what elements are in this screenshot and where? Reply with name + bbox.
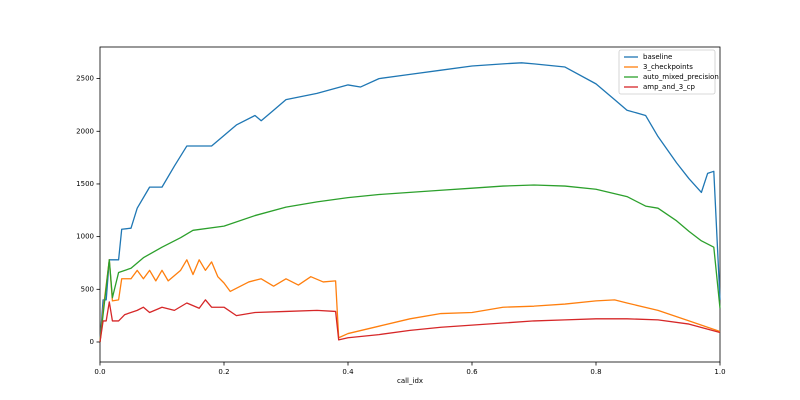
y-tick-label: 2500: [76, 75, 94, 83]
data-line: [99, 299, 721, 343]
legend-box: [618, 49, 716, 95]
data-line: [99, 184, 721, 343]
x-tick-label: 0.2: [218, 368, 229, 376]
legend-label: auto_mixed_precision: [643, 73, 719, 81]
x-tick-label: 1.0: [714, 368, 725, 376]
y-tick-label: 1500: [76, 180, 94, 188]
x-axis-label: call_idx: [397, 377, 423, 385]
data-line: [99, 259, 721, 343]
x-tick-label: 0.8: [590, 368, 601, 376]
y-tick-label: 2000: [76, 127, 94, 135]
x-tick-label: 0.0: [94, 368, 105, 376]
legend-label: 3_checkpoints: [643, 63, 693, 71]
y-tick-label: 500: [81, 285, 94, 293]
data-line: [99, 62, 721, 343]
plot-frame: [99, 46, 721, 363]
legend-label: baseline: [643, 53, 672, 61]
legend-label: amp_and_3_cp: [643, 83, 696, 91]
x-tick-label: 0.6: [466, 368, 478, 376]
y-tick-label: 0: [90, 338, 94, 346]
x-tick-label: 0.4: [342, 368, 354, 376]
y-tick-label: 1000: [76, 233, 94, 241]
